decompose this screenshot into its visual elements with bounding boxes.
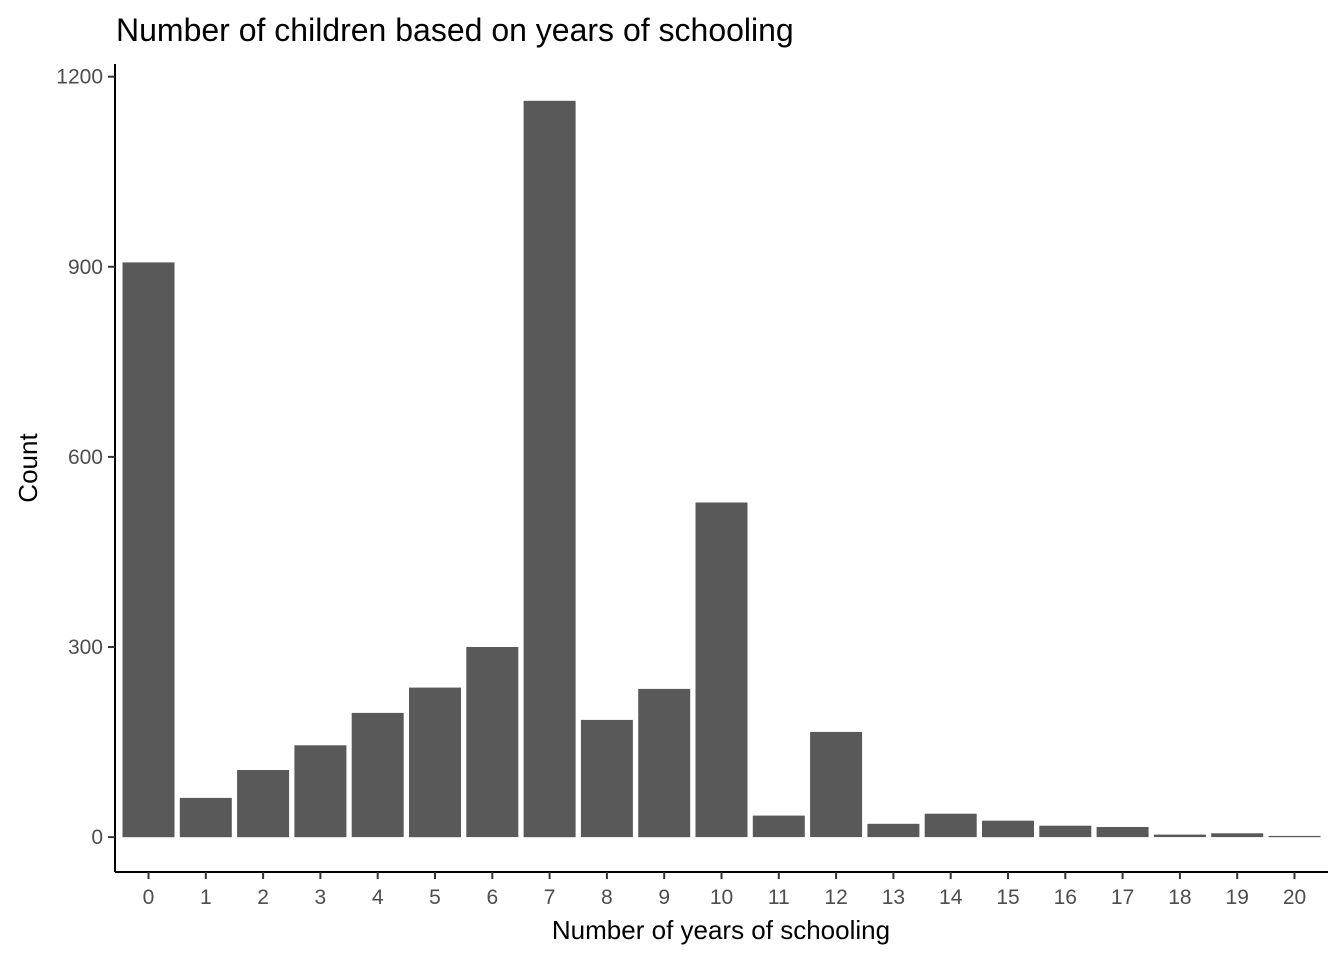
y-axis-label: Count xyxy=(13,433,43,503)
x-tick-label: 15 xyxy=(996,886,1019,909)
x-tick-label: 11 xyxy=(768,886,790,909)
x-tick-label: 8 xyxy=(601,886,613,909)
chart-title: Number of children based on years of sch… xyxy=(116,12,794,48)
bar-15 xyxy=(982,820,1034,838)
bar-19 xyxy=(1211,833,1264,838)
bar-1 xyxy=(179,797,232,838)
bar-10 xyxy=(695,502,748,838)
bar-16 xyxy=(1039,825,1092,838)
bar-7 xyxy=(523,100,576,838)
bar-0 xyxy=(122,262,175,838)
bar-13 xyxy=(867,823,920,838)
x-tick-label: 6 xyxy=(486,886,498,909)
y-tick-label: 300 xyxy=(68,636,103,659)
y-tick-label: 600 xyxy=(68,446,103,469)
x-tick-label: 9 xyxy=(658,886,670,909)
bar-8 xyxy=(580,719,633,838)
x-tick-label: 2 xyxy=(257,886,269,909)
x-axis-label: Number of years of schooling xyxy=(552,915,890,945)
x-tick-label: 17 xyxy=(1111,886,1134,909)
bars-layer xyxy=(122,100,1321,838)
x-tick-label: 13 xyxy=(882,886,905,909)
x-tick-label: 12 xyxy=(824,886,847,909)
bar-20 xyxy=(1268,835,1321,838)
y-tick-label: 1200 xyxy=(56,66,103,89)
bar-18 xyxy=(1153,834,1206,838)
x-tick-label: 4 xyxy=(372,886,384,909)
x-tick-label: 1 xyxy=(200,886,212,909)
bar-11 xyxy=(752,815,805,838)
x-tick-label: 3 xyxy=(315,886,327,909)
x-tick-label: 0 xyxy=(143,886,155,909)
bar-5 xyxy=(409,687,461,838)
bar-17 xyxy=(1096,827,1149,838)
x-tick-label: 7 xyxy=(544,886,556,909)
x-tick-label: 19 xyxy=(1226,886,1249,909)
x-tick-label: 16 xyxy=(1054,886,1077,909)
x-tick-label: 18 xyxy=(1168,886,1191,909)
x-tick-label: 10 xyxy=(710,886,733,909)
bar-2 xyxy=(237,770,290,838)
bar-3 xyxy=(294,745,347,838)
y-tick-label: 900 xyxy=(68,256,103,279)
bar-4 xyxy=(351,712,404,838)
bar-14 xyxy=(924,813,977,838)
x-tick-label: 20 xyxy=(1283,886,1306,909)
y-tick-label: 0 xyxy=(91,826,103,849)
bar-9 xyxy=(638,688,691,838)
bar-12 xyxy=(810,731,863,838)
x-tick-label: 5 xyxy=(429,886,441,909)
x-tick-label: 14 xyxy=(939,886,963,909)
x-ticks-layer: 0 1 2 3 4 5 6 7 8 9 10 11 12 13 14 15 16 17 18 19 20 xyxy=(143,872,1306,909)
bar-6 xyxy=(466,647,519,838)
y-ticks-layer: 0 300 600 900 1200 xyxy=(56,66,115,849)
